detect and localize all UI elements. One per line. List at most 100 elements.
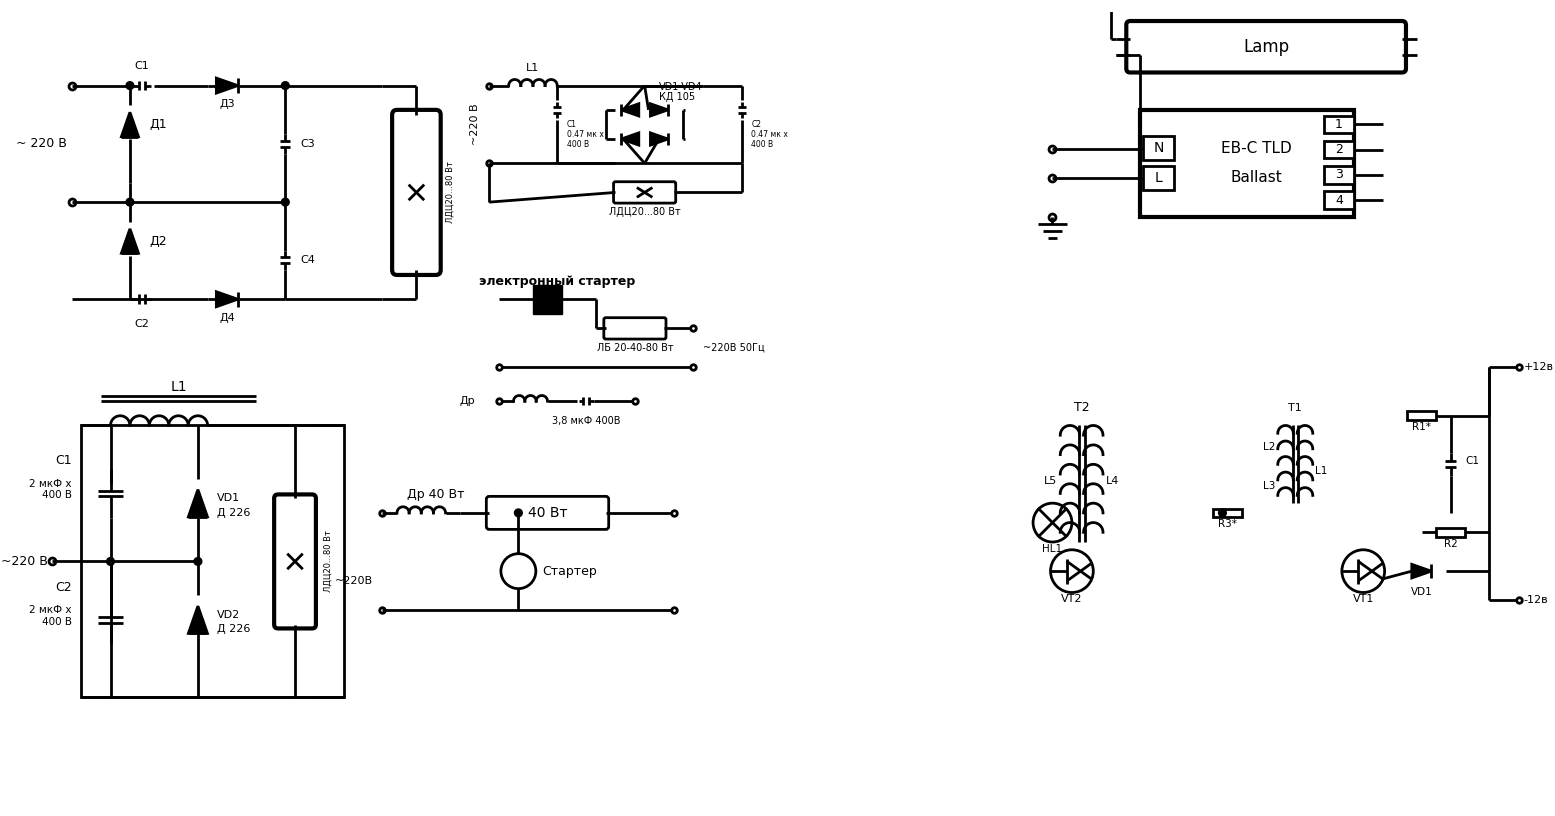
Text: L5: L5: [1043, 476, 1057, 486]
Text: VD1-VD4: VD1-VD4: [659, 82, 703, 92]
Text: R3*: R3*: [1218, 520, 1236, 530]
Bar: [1143, 166, 1174, 190]
Polygon shape: [121, 113, 138, 136]
Text: 3: 3: [1336, 168, 1344, 181]
Circle shape: [1219, 509, 1227, 517]
Bar: [1140, 110, 1353, 217]
Text: L3: L3: [1264, 481, 1275, 490]
Polygon shape: [188, 606, 207, 633]
Polygon shape: [121, 228, 138, 253]
Text: 4: 4: [1336, 193, 1344, 206]
Text: L2: L2: [1264, 441, 1275, 452]
FancyBboxPatch shape: [1126, 21, 1406, 73]
Text: С1: С1: [134, 61, 149, 71]
Circle shape: [194, 557, 202, 565]
Text: Др: Др: [459, 397, 474, 406]
Text: Д4: Д4: [219, 313, 235, 322]
Text: С2: С2: [134, 319, 149, 329]
Text: Др 40 Вт: Др 40 Вт: [407, 488, 465, 501]
Text: С1: С1: [54, 455, 72, 468]
Bar: [533, 285, 561, 314]
FancyBboxPatch shape: [487, 496, 608, 530]
Text: ЛДЦ20...80 Вт: ЛДЦ20...80 Вт: [608, 207, 681, 217]
Text: 2 мкФ х
400 В: 2 мкФ х 400 В: [30, 605, 72, 627]
Text: КД 105: КД 105: [659, 92, 695, 102]
Circle shape: [126, 198, 134, 206]
Polygon shape: [188, 490, 207, 517]
Text: Д2: Д2: [149, 234, 166, 247]
Text: С4: С4: [300, 255, 314, 265]
Text: R2: R2: [1443, 539, 1457, 549]
Bar: [1325, 141, 1353, 158]
Text: ~220В: ~220В: [334, 576, 373, 586]
Text: L1: L1: [169, 380, 187, 394]
Text: VT2: VT2: [1061, 594, 1082, 604]
Text: L: L: [1154, 171, 1162, 185]
Text: -12в: -12в: [1524, 596, 1549, 605]
Text: Д 226: Д 226: [218, 624, 250, 634]
Text: T1: T1: [1289, 403, 1302, 413]
Text: ЛДЦ20...80 Вт: ЛДЦ20...80 Вт: [323, 530, 333, 592]
Text: ~ 220 В: ~ 220 В: [16, 137, 67, 150]
Bar: [1213, 508, 1242, 517]
Text: Стартер: Стартер: [543, 565, 597, 578]
Text: 1: 1: [1336, 118, 1344, 131]
Circle shape: [515, 509, 522, 517]
Text: Lamp: Lamp: [1242, 38, 1289, 55]
Text: VD1: VD1: [218, 494, 241, 503]
Bar: [1325, 192, 1353, 209]
Polygon shape: [622, 104, 639, 116]
Text: ~220В 50Гц: ~220В 50Гц: [703, 343, 765, 353]
Text: L1: L1: [526, 63, 540, 73]
Text: Д1: Д1: [149, 118, 166, 131]
Bar: [1143, 136, 1174, 161]
Polygon shape: [216, 78, 238, 93]
Text: 2: 2: [1336, 143, 1344, 156]
Text: +12в: +12в: [1524, 362, 1553, 372]
Polygon shape: [650, 133, 669, 145]
Text: 2 мкФ х
400 В: 2 мкФ х 400 В: [30, 479, 72, 500]
Bar: [1325, 116, 1353, 133]
Text: ~220 В: ~220 В: [470, 104, 479, 145]
Polygon shape: [216, 292, 238, 307]
Text: С3: С3: [300, 139, 314, 149]
Text: C1: C1: [1465, 456, 1479, 466]
Text: ЛБ 20-40-80 Вт: ЛБ 20-40-80 Вт: [597, 343, 673, 353]
Text: электронный стартер: электронный стартер: [479, 275, 636, 288]
FancyBboxPatch shape: [392, 110, 440, 275]
Bar: [1437, 528, 1465, 537]
FancyBboxPatch shape: [274, 494, 316, 628]
Text: EB-C TLD: EB-C TLD: [1221, 141, 1292, 156]
Text: N: N: [1154, 141, 1163, 155]
FancyBboxPatch shape: [614, 182, 676, 203]
Text: HL1: HL1: [1042, 543, 1062, 554]
Circle shape: [281, 82, 289, 90]
Bar: [1407, 411, 1437, 420]
Text: T2: T2: [1075, 401, 1090, 414]
Text: Д 226: Д 226: [218, 508, 250, 518]
Circle shape: [281, 198, 289, 206]
Circle shape: [126, 82, 134, 90]
Text: VD1: VD1: [1410, 588, 1432, 597]
Text: C2
0.47 мк х
400 В: C2 0.47 мк х 400 В: [751, 120, 788, 149]
Polygon shape: [622, 133, 639, 145]
Text: VT1: VT1: [1353, 594, 1375, 604]
Text: ~220 В: ~220 В: [0, 555, 47, 568]
Text: 3,8 мкФ 400В: 3,8 мкФ 400В: [552, 416, 620, 426]
Text: С2: С2: [54, 580, 72, 593]
Text: C1
0.47 мк х
400 В: C1 0.47 мк х 400 В: [568, 120, 603, 149]
Bar: [81, 425, 344, 698]
Circle shape: [107, 557, 115, 565]
Text: VD2: VD2: [218, 610, 241, 620]
Polygon shape: [1412, 565, 1431, 578]
Polygon shape: [650, 104, 669, 116]
Bar: [1325, 166, 1353, 184]
FancyBboxPatch shape: [603, 317, 666, 339]
Text: L1: L1: [1314, 466, 1326, 476]
Text: 40 Вт: 40 Вт: [527, 506, 568, 520]
Text: Д3: Д3: [219, 99, 235, 109]
Text: L4: L4: [1106, 476, 1120, 486]
Text: R1*: R1*: [1412, 423, 1431, 432]
Text: ЛДЦ20...80 Вт: ЛДЦ20...80 Вт: [446, 162, 454, 224]
Text: Ballast: Ballast: [1230, 171, 1283, 185]
